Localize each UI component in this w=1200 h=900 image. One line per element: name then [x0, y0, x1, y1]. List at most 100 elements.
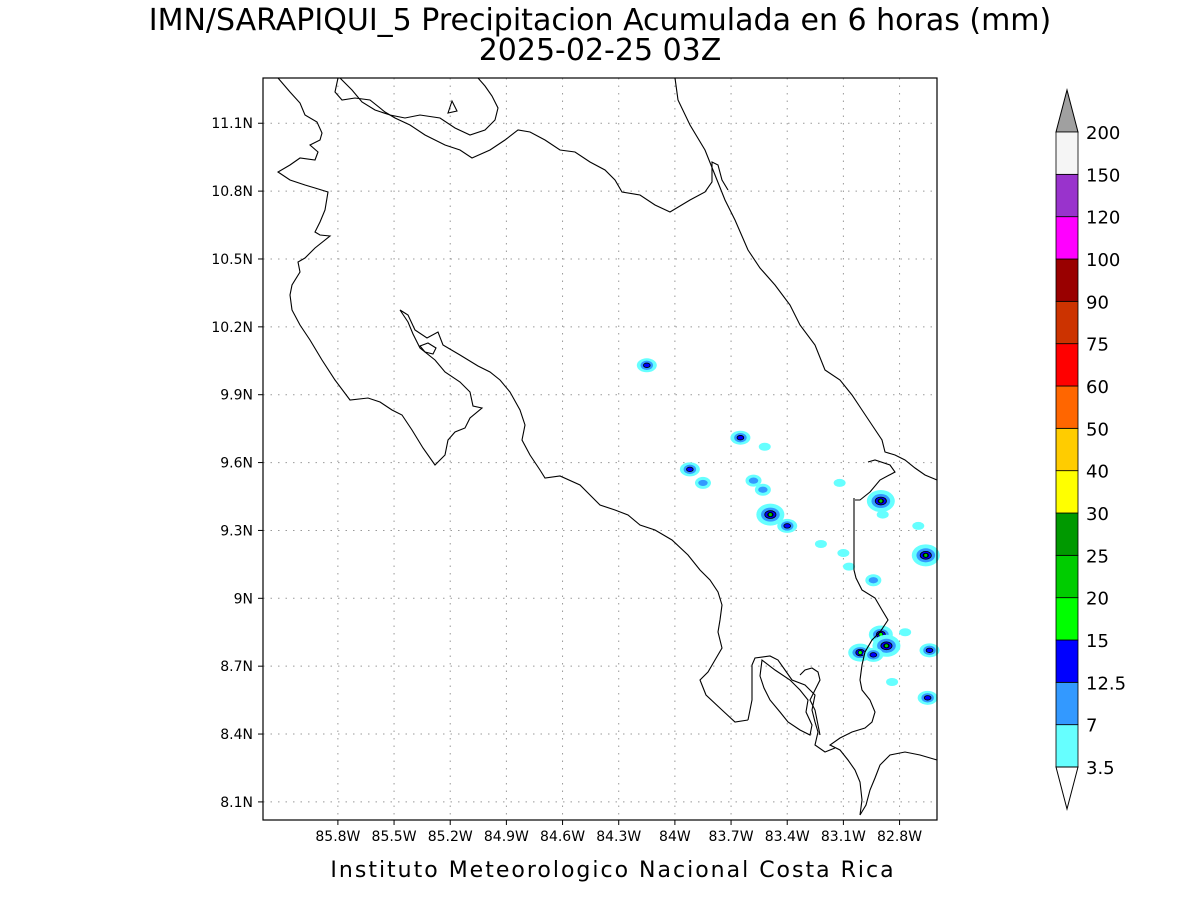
plot-background — [263, 78, 937, 820]
precip-contour-level-0 — [833, 478, 846, 487]
precip-cell — [833, 478, 846, 487]
precip-cell — [876, 510, 889, 519]
legend-label: 50 — [1086, 419, 1109, 440]
y-tick-label: 10.2N — [211, 320, 253, 336]
precip-contour-level-2 — [783, 523, 791, 529]
precip-contour-level-0 — [814, 540, 827, 549]
precip-contour-level-1 — [748, 477, 759, 484]
legend-swatch — [1055, 131, 1079, 175]
precip-cell — [814, 540, 827, 549]
x-tick-label: 84W — [659, 829, 691, 845]
legend-swatch — [1055, 258, 1079, 302]
panama-border — [855, 459, 896, 501]
legend-label: 25 — [1086, 546, 1109, 567]
precip-cell — [745, 474, 762, 487]
precip-cell — [912, 521, 925, 530]
legend-label: 12.5 — [1086, 673, 1126, 694]
nicaragua-coast-line — [276, 77, 749, 723]
golfo-dulce — [759, 658, 813, 736]
legend-swatch — [1055, 216, 1079, 260]
x-tick-label: 85.8W — [315, 829, 360, 845]
precip-cell — [636, 358, 657, 373]
legend-swatch — [1055, 512, 1079, 556]
y-tick-label: 8.1N — [220, 795, 253, 811]
x-tick-label: 85.2W — [428, 829, 473, 845]
precip-cell — [730, 430, 751, 445]
burica-coast — [859, 751, 938, 816]
precip-cell — [899, 628, 912, 637]
y-tick-label: 10.8N — [211, 184, 253, 200]
legend-swatch — [1055, 300, 1079, 345]
legend-swatch — [1055, 427, 1079, 472]
precip-contour-level-2 — [643, 362, 651, 368]
color-legend: 3.5 7 12.5 15 20 25 30 40 50 60 75 90 100 120 150 200 — [1055, 88, 1126, 811]
precip-contour-level-2 — [923, 695, 932, 701]
y-tick-label: 11.1N — [211, 116, 253, 132]
legend-swatch — [1055, 554, 1079, 599]
precip-contour-level-2 — [686, 466, 694, 472]
y-tick-label: 9N — [234, 591, 253, 607]
precip-cell — [837, 549, 850, 558]
plot-frame — [262, 77, 938, 821]
x-tick-label: 84.9W — [484, 829, 529, 845]
precip-contour-level-0 — [886, 678, 899, 687]
precip-cell — [919, 643, 940, 658]
x-tick-label: 84.3W — [596, 829, 641, 845]
legend-swatch — [1055, 385, 1079, 429]
precip-contour-level-2 — [925, 647, 934, 653]
osa-peninsula — [747, 655, 836, 753]
map-title: IMN/SARAPIQUI_5 Precipitacion Acumulada … — [149, 3, 1051, 38]
legend-label: 120 — [1086, 208, 1120, 229]
precip-contour-level-4 — [884, 643, 889, 649]
precip-cell — [911, 544, 940, 567]
precip-contour-level-1 — [758, 486, 768, 493]
y-tick-label: 10.5N — [211, 252, 253, 268]
north-coast-upper — [339, 77, 499, 136]
precip-cell — [865, 574, 882, 587]
chiriqui-shore — [799, 667, 821, 736]
y-tick-label: 8.7N — [220, 659, 253, 675]
legend-label: 90 — [1086, 292, 1109, 313]
precip-contour-level-1 — [868, 577, 879, 584]
legend-label: 20 — [1086, 589, 1109, 610]
precip-contour-level-3 — [857, 650, 863, 655]
legend-label: 75 — [1086, 335, 1109, 356]
precip-cell — [777, 518, 798, 533]
precip-contour-level-0 — [758, 442, 771, 451]
legend-swatch — [1055, 639, 1079, 683]
precip-contour-level-0 — [843, 562, 856, 571]
island-outline — [447, 99, 458, 114]
precip-cell — [886, 678, 899, 687]
precip-cell — [758, 442, 771, 451]
legend-label: 60 — [1086, 377, 1109, 398]
footer-credit: Instituto Meteorologico Nacional Costa R… — [330, 858, 895, 883]
legend-swatch — [1055, 343, 1079, 387]
y-tick-label: 8.4N — [220, 727, 253, 743]
precip-contour-level-0 — [912, 521, 925, 530]
legend-swatch — [1055, 681, 1079, 726]
caribbean-coast — [674, 77, 938, 481]
precip-cell — [754, 483, 771, 496]
map-subtitle-date: 2025-02-25 03Z — [479, 33, 722, 68]
legend-label: 3.5 — [1086, 758, 1115, 779]
y-axis-ticks: 8.1N 8.4N 8.7N 9N 9.3N 9.6N 9.9N 10.2N 10.5N 10.8… — [211, 116, 263, 811]
precip-cell — [679, 462, 700, 477]
y-tick-label: 9.3N — [220, 523, 253, 539]
legend-label: 150 — [1086, 165, 1120, 186]
precip-contour-level-4 — [878, 498, 884, 504]
precip-contour-level-1 — [698, 479, 708, 487]
x-tick-label: 83.1W — [821, 829, 866, 845]
lake-outline — [419, 342, 437, 355]
legend-swatch — [1055, 470, 1079, 514]
legend-label: 100 — [1086, 250, 1120, 271]
precip-cell — [917, 690, 938, 705]
precip-contour-level-0 — [837, 549, 850, 558]
x-axis-ticks: 85.8W 85.5W 85.2W 84.9W 84.6W 84.3W 84W 83.7W 83… — [315, 820, 922, 845]
legend-over-triangle — [1055, 88, 1079, 133]
legend-label: 40 — [1086, 462, 1109, 483]
panama-border-line — [828, 498, 889, 816]
y-tick-label: 9.9N — [220, 388, 253, 404]
legend-swatch — [1055, 597, 1079, 641]
precip-contour-level-4 — [923, 552, 929, 558]
x-tick-label: 82.8W — [877, 829, 922, 845]
